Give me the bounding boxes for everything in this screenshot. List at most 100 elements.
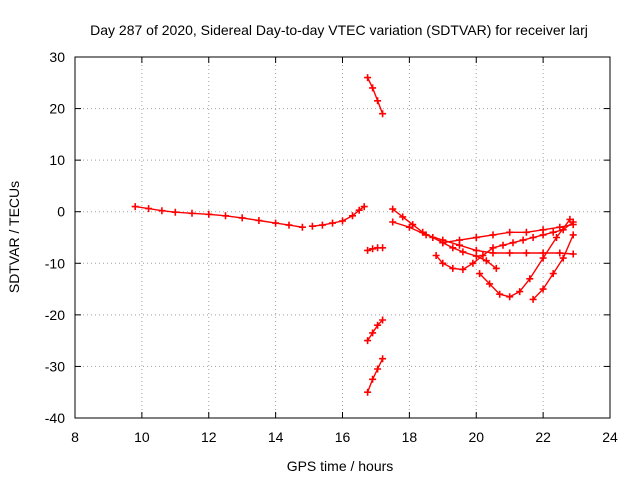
data-point xyxy=(472,234,480,241)
data-point xyxy=(374,97,382,105)
data-point xyxy=(389,218,397,226)
series-arc-11 xyxy=(476,215,574,301)
data-point xyxy=(272,219,280,227)
y-tick-label: 10 xyxy=(49,152,65,168)
data-point xyxy=(369,84,377,92)
x-tick-label: 22 xyxy=(535,429,551,445)
data-point xyxy=(349,212,356,220)
data-point xyxy=(329,219,336,227)
data-point xyxy=(205,210,213,218)
y-tick-labels: 30 20 10 0 -10 -20 -30 -40 xyxy=(45,49,65,426)
data-point xyxy=(364,388,372,396)
data-point xyxy=(364,74,372,82)
data-point xyxy=(439,239,447,247)
y-tick-label: -40 xyxy=(45,410,65,426)
data-point xyxy=(459,248,467,256)
series-line xyxy=(366,76,384,115)
data-point xyxy=(519,236,527,244)
x-tick-label: 10 xyxy=(134,429,150,445)
data-point xyxy=(516,288,524,296)
data-point xyxy=(449,244,457,252)
series-arc-1 xyxy=(131,203,306,231)
data-point xyxy=(369,329,377,337)
data-point xyxy=(476,270,484,278)
data-point xyxy=(405,223,413,231)
data-point xyxy=(549,228,557,236)
data-point xyxy=(379,355,387,363)
data-point xyxy=(355,206,363,214)
data-point xyxy=(369,245,377,253)
data-point xyxy=(566,215,574,223)
data-point xyxy=(569,250,577,258)
data-point xyxy=(522,228,530,236)
series-line xyxy=(366,319,384,342)
data-point xyxy=(422,231,430,239)
series-arc-5 xyxy=(364,316,387,345)
data-point xyxy=(439,259,447,267)
data-point xyxy=(569,221,577,229)
x-tick-label: 12 xyxy=(201,429,217,445)
y-tick-label: -20 xyxy=(45,307,65,323)
data-point xyxy=(549,270,557,278)
data-point xyxy=(492,264,500,272)
data-point xyxy=(238,214,246,222)
data-point xyxy=(364,246,372,254)
data-point xyxy=(318,221,326,229)
data-point xyxy=(379,110,387,118)
data-point xyxy=(308,222,316,230)
data-point xyxy=(364,337,372,345)
x-axis-label: GPS time / hours xyxy=(287,458,394,474)
data-point xyxy=(539,285,547,293)
chart-title: Day 287 of 2020, Sidereal Day-to-day VTE… xyxy=(90,22,588,38)
series-arc-4 xyxy=(364,244,387,254)
series-arc-10 xyxy=(439,221,577,247)
data-point xyxy=(171,208,179,216)
data-point xyxy=(489,244,497,252)
data-point xyxy=(379,244,387,252)
x-tick-label: 16 xyxy=(335,429,351,445)
data-series xyxy=(131,74,577,396)
data-point xyxy=(559,254,567,262)
data-point xyxy=(379,316,387,324)
data-point xyxy=(374,321,382,329)
plot-frame xyxy=(74,56,611,419)
data-point xyxy=(188,209,196,217)
data-point xyxy=(506,293,514,301)
data-point xyxy=(449,264,457,272)
data-point xyxy=(469,259,477,267)
data-point xyxy=(522,249,530,257)
data-point xyxy=(369,375,377,383)
data-point xyxy=(158,207,166,215)
data-point xyxy=(486,280,494,288)
data-point xyxy=(553,234,560,241)
y-axis-label: SDTVAR / TECUs xyxy=(6,181,22,293)
data-point xyxy=(298,223,306,231)
y-tick-label: 0 xyxy=(57,204,65,220)
data-point xyxy=(482,257,490,265)
data-point xyxy=(506,249,514,257)
y-tick-label: 20 xyxy=(49,101,65,117)
data-point xyxy=(432,252,440,259)
y-tick-label: 30 xyxy=(49,49,65,65)
x-tick-labels: 8 10 12 14 16 18 20 22 24 xyxy=(71,429,618,445)
y-tick-label: -30 xyxy=(45,358,65,374)
series-arc-12 xyxy=(529,231,577,303)
series-arc-2 xyxy=(308,203,368,230)
x-tick-label: 14 xyxy=(268,429,284,445)
data-point xyxy=(506,228,514,236)
x-tick-label: 18 xyxy=(402,429,418,445)
data-point xyxy=(222,212,229,220)
data-point xyxy=(389,205,397,213)
data-point xyxy=(131,203,139,211)
data-point xyxy=(145,205,153,213)
data-point xyxy=(539,254,547,262)
x-tick-label: 8 xyxy=(71,429,79,445)
data-point xyxy=(285,221,293,229)
data-point xyxy=(496,290,504,298)
data-point xyxy=(472,246,480,254)
data-point xyxy=(479,252,487,259)
series-line xyxy=(366,358,384,393)
x-tick-label: 20 xyxy=(468,429,484,445)
data-point xyxy=(539,226,547,234)
